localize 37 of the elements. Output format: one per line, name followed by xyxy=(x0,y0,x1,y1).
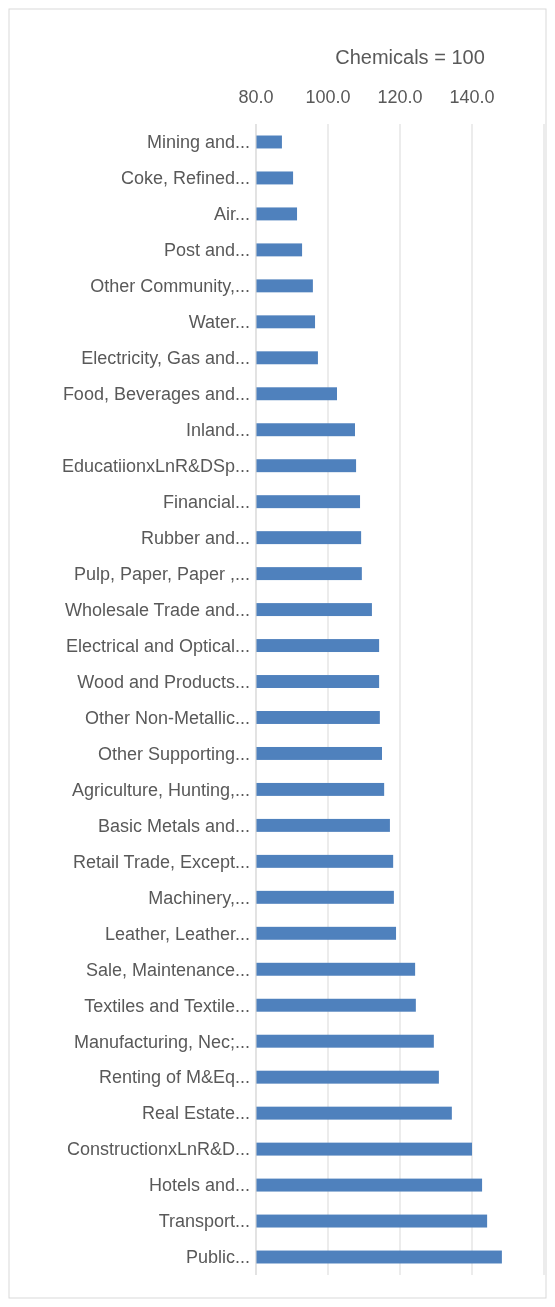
y-tick-label: Electrical and Optical... xyxy=(65,635,250,656)
y-tick-label: Real Estate... xyxy=(141,1103,250,1124)
y-tick-label: Sale, Maintenance... xyxy=(85,959,250,980)
chart-title: Chemicals = 100 xyxy=(335,46,485,68)
x-tick-label: 140.0 xyxy=(449,87,495,108)
y-tick-label: Leather, Leather... xyxy=(104,923,250,944)
y-tick-label: Transport... xyxy=(158,1211,250,1232)
y-tick-label: Agriculture, Hunting,... xyxy=(71,779,250,800)
y-tick-label: Public... xyxy=(185,1247,250,1268)
y-tick-label: Textiles and Textile... xyxy=(84,995,250,1016)
y-tick-label: Machinery,... xyxy=(148,887,250,908)
y-tick-label: Rubber and... xyxy=(140,527,250,548)
y-tick-label: Wholesale Trade and... xyxy=(64,599,250,620)
x-tick-label: 120.0 xyxy=(377,87,423,108)
y-tick-label: EducatiionxLnR&DSp... xyxy=(61,456,250,476)
y-tick-label: Renting of M&Eq... xyxy=(98,1067,250,1088)
y-tick-label: Air... xyxy=(213,204,250,225)
y-tick-label: Food, Beverages and... xyxy=(62,384,250,405)
y-tick-label: Other Non-Metallic... xyxy=(84,707,250,728)
x-tick-label: 80.0 xyxy=(238,87,274,108)
y-tick-label: Basic Metals and... xyxy=(97,815,250,836)
y-tick-label: Manufacturing, Nec;... xyxy=(73,1031,250,1052)
y-tick-label: Hotels and... xyxy=(148,1175,250,1196)
y-tick-label: Financial... xyxy=(162,491,250,512)
x-tick-label: 100.0 xyxy=(305,87,351,108)
y-tick-label: Inland... xyxy=(185,420,250,441)
y-tick-label: Retail Trade, Except... xyxy=(72,851,250,872)
y-tick-label: Post and... xyxy=(163,240,250,261)
y-tick-label: Mining and... xyxy=(146,132,250,153)
y-tick-label: Electricity, Gas and... xyxy=(81,348,250,369)
y-tick-label: ConstructionxLnR&D... xyxy=(66,1139,250,1160)
y-tick-label: Wood and Products... xyxy=(77,671,250,692)
y-tick-label: Other Community,... xyxy=(90,276,250,297)
y-tick-label: Water... xyxy=(188,312,250,333)
y-tick-label: Coke, Refined... xyxy=(120,168,250,189)
y-tick-label: Pulp, Paper, Paper ,... xyxy=(73,563,250,584)
y-tick-label: Other Supporting... xyxy=(97,743,250,764)
